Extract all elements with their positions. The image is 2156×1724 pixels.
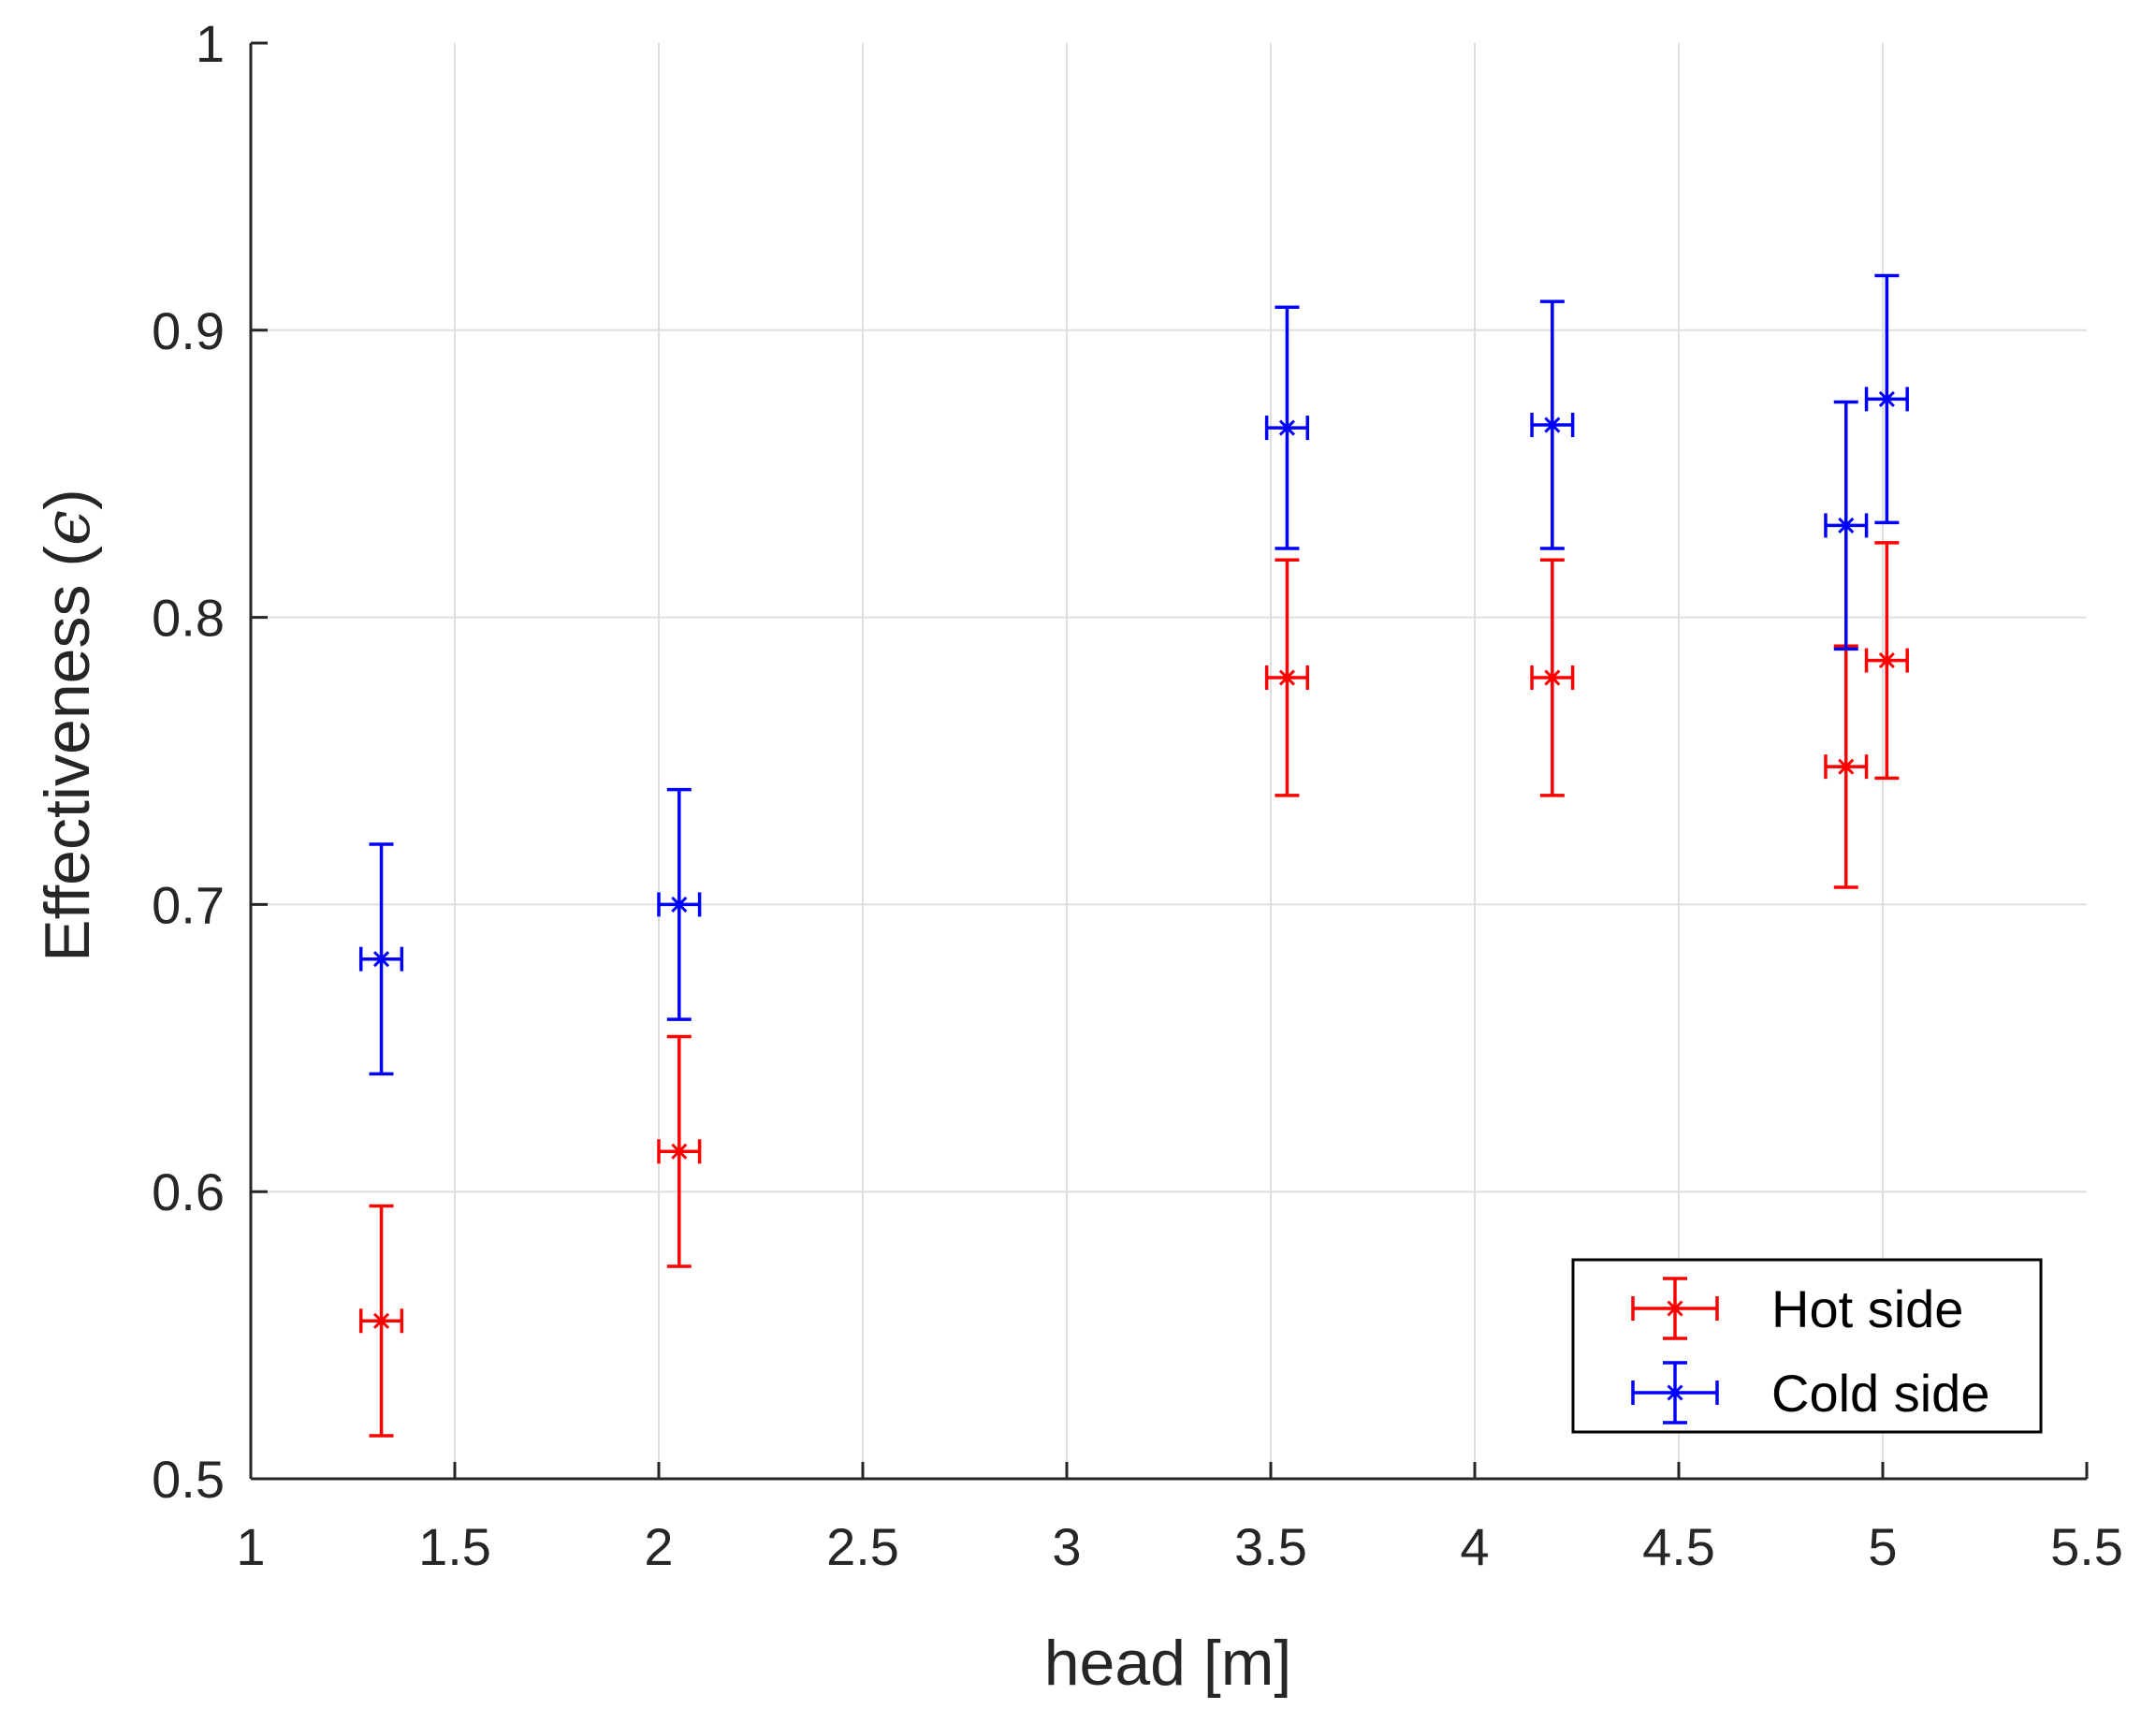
x-tick-label: 4.5 xyxy=(1642,1517,1715,1576)
y-axis-title-main: Effectiveness ( xyxy=(32,546,103,962)
y-axis-title-close: ) xyxy=(32,489,103,510)
data-point xyxy=(1824,644,1869,889)
y-tick-label: 0.7 xyxy=(152,875,225,934)
legend-hot-side-label: Hot side xyxy=(1771,1279,1963,1338)
x-tick-label: 3 xyxy=(1052,1517,1081,1576)
data-point-marker-d2 xyxy=(372,1312,390,1329)
axes-frame xyxy=(249,41,2089,1481)
y-tick-label: 0.8 xyxy=(152,589,225,648)
x-tick-label: 4 xyxy=(1460,1517,1489,1576)
data-point-marker-d2 xyxy=(372,951,390,968)
legend-cold-side-label: Cold side xyxy=(1771,1364,1989,1423)
data-point-marker-d2 xyxy=(671,1143,688,1160)
data-point-marker-d2 xyxy=(1544,416,1561,433)
y-tick-label: 0.6 xyxy=(152,1162,225,1221)
data-point xyxy=(1530,558,1575,797)
data-point-marker-d2 xyxy=(1838,517,1855,533)
x-tick-label: 2 xyxy=(644,1517,673,1576)
data-point xyxy=(1264,558,1309,797)
data-point xyxy=(1864,541,1909,781)
legend-box xyxy=(1571,1258,2043,1434)
legend: Hot side Cold side xyxy=(1571,1258,2043,1434)
y-tick-label: 1 xyxy=(196,14,225,73)
legend-marker-d2 xyxy=(1667,1384,1683,1401)
series-hot-side xyxy=(358,541,1909,1438)
grid-lines xyxy=(251,43,2087,1479)
data-point xyxy=(1864,273,1909,525)
x-tick-label: 1.5 xyxy=(418,1517,491,1576)
x-tick-label: 2.5 xyxy=(826,1517,899,1576)
data-point-marker-d2 xyxy=(1878,652,1895,669)
data-point-marker-d2 xyxy=(1544,669,1561,686)
x-tick-labels: 1 1.5 2 2.5 3 3.5 4 4.5 5 5.5 xyxy=(236,1517,2123,1576)
x-tick-label: 1 xyxy=(236,1517,265,1576)
y-axis-title: Effectiveness (ϵ) xyxy=(31,489,105,961)
x-tick-label: 5.5 xyxy=(2050,1517,2123,1576)
y-axis-title-symbol: ϵ xyxy=(31,510,105,546)
legend-cold-side-marker xyxy=(1631,1361,1719,1424)
data-point-marker-d2 xyxy=(1838,758,1855,775)
data-point xyxy=(657,1034,702,1268)
series-cold-side xyxy=(358,273,1909,1076)
data-point xyxy=(1264,305,1309,550)
data-point xyxy=(358,1204,404,1438)
data-point-marker-d2 xyxy=(1278,669,1296,686)
x-tick-label: 3.5 xyxy=(1234,1517,1307,1576)
plot-background xyxy=(251,43,2087,1479)
y-tick-label: 0.9 xyxy=(152,301,225,360)
x-tick-label: 5 xyxy=(1868,1517,1897,1576)
data-point xyxy=(1824,400,1869,651)
x-axis-title: head [m] xyxy=(1044,1628,1292,1699)
legend-marker-d2 xyxy=(1667,1300,1683,1317)
data-point xyxy=(1530,300,1575,550)
y-tick-label: 0.5 xyxy=(152,1450,225,1509)
plot-area xyxy=(251,43,2087,1479)
data-series xyxy=(358,273,1909,1438)
legend-hot-side-marker xyxy=(1631,1277,1719,1340)
data-point-marker-d2 xyxy=(1878,390,1895,407)
data-point xyxy=(657,787,702,1021)
data-point xyxy=(358,842,404,1076)
data-point-marker-d2 xyxy=(1278,419,1296,436)
data-point-marker-d2 xyxy=(671,896,688,913)
y-tick-labels: 0.5 0.6 0.7 0.8 0.9 1 xyxy=(152,14,225,1509)
